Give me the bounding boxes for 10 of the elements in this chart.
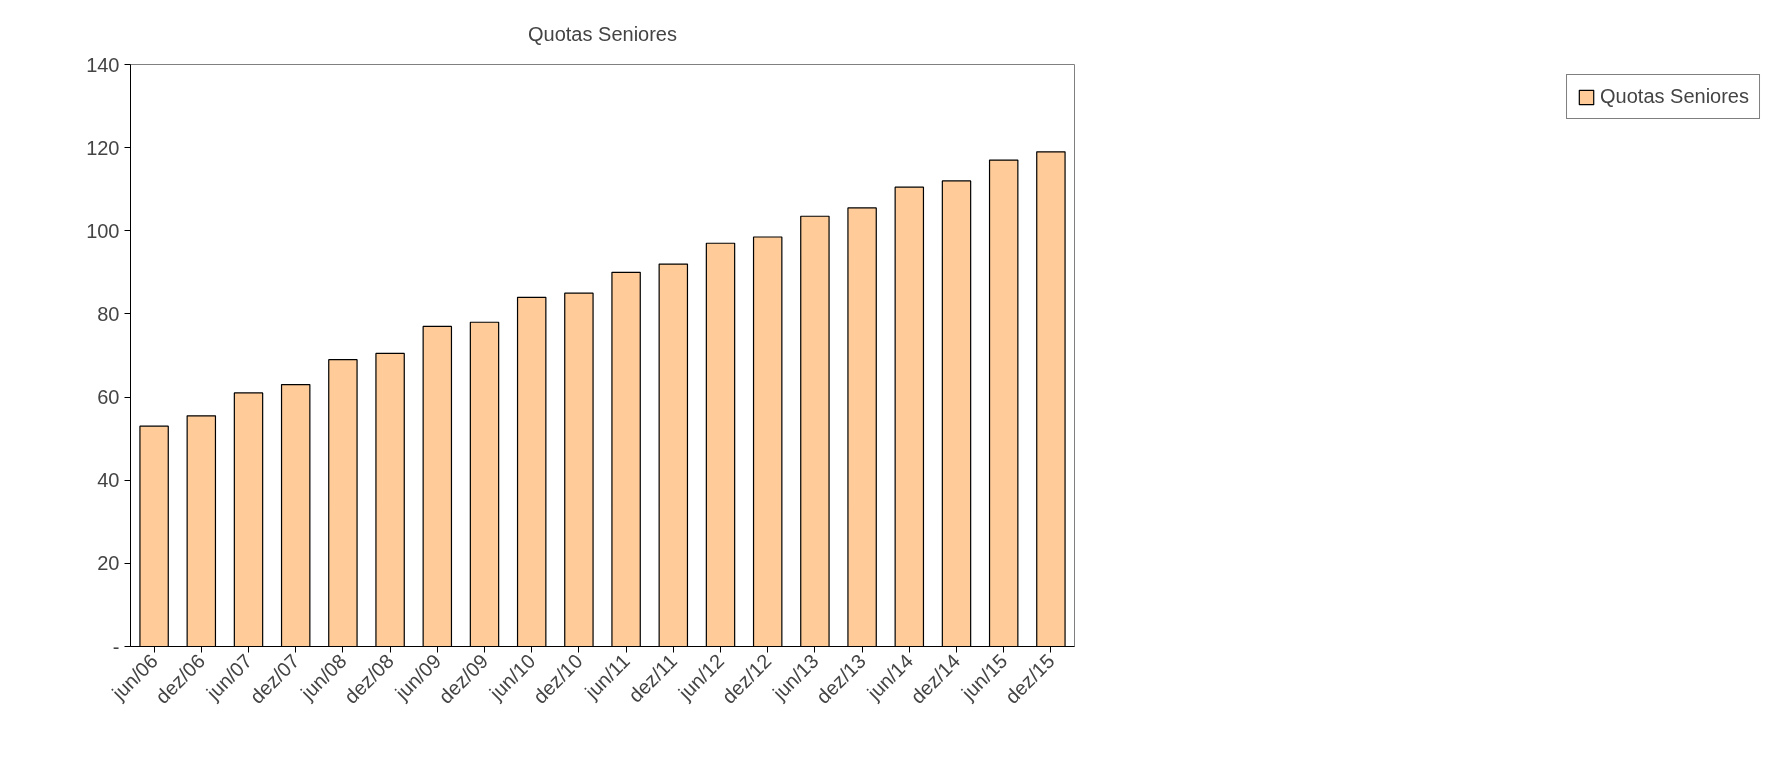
- y-tick-label: 120: [86, 136, 120, 159]
- y-tick-label: 140: [86, 53, 120, 76]
- y-tick-label: -: [112, 635, 120, 658]
- y-tick-label: 40: [97, 469, 120, 492]
- chart-title: Quotas Seniores: [528, 22, 677, 45]
- y-tick-label: 20: [97, 552, 120, 575]
- y-tick-label: 60: [97, 386, 120, 409]
- y-tick-label: 80: [97, 302, 120, 325]
- legend-label: Quotas Seniores: [1600, 85, 1749, 108]
- y-tick-label: 100: [86, 219, 120, 242]
